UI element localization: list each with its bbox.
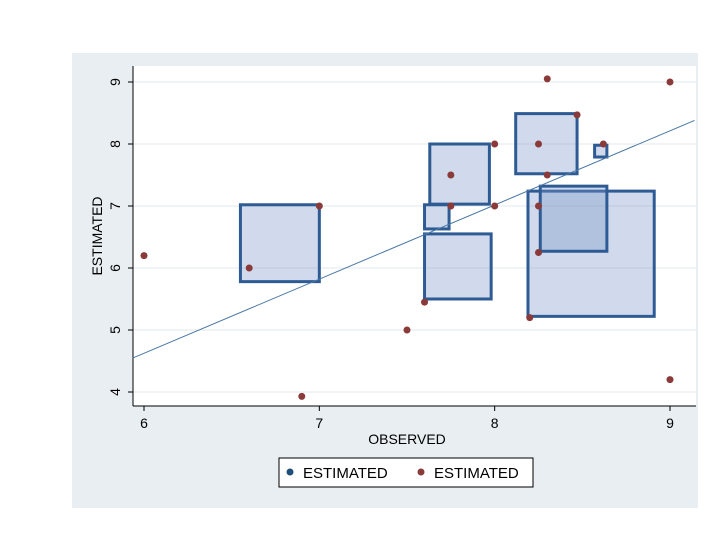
data-point [491, 202, 499, 210]
data-point [666, 78, 674, 86]
data-points [140, 75, 674, 400]
data-point [298, 392, 306, 400]
data-point [535, 202, 542, 210]
fit-line-path [132, 119, 695, 359]
data-point [245, 264, 253, 272]
legend-label-2: ESTIMATED [434, 465, 519, 482]
y-tick-label: 5 [107, 326, 123, 334]
data-point [491, 140, 499, 148]
box [238, 203, 321, 284]
data-point [421, 298, 429, 306]
x-tick-label: 6 [140, 415, 148, 431]
legend-label-1: ESTIMATED [303, 465, 388, 482]
y-tick-label: 4 [107, 388, 123, 396]
data-point [599, 140, 607, 148]
data-point [573, 111, 581, 119]
box [423, 232, 493, 301]
plot-area [133, 66, 696, 406]
data-point [447, 171, 455, 179]
legend: ESTIMATED ESTIMATED [278, 457, 534, 488]
data-point [535, 249, 542, 256]
y-tick-label: 6 [107, 264, 123, 272]
x-tick-label: 8 [491, 415, 499, 431]
data-point [535, 140, 542, 148]
x-tick-label: 7 [315, 415, 323, 431]
data-point [526, 314, 534, 322]
grid-lines [133, 81, 696, 393]
data-point [543, 171, 551, 179]
tick-labels: 4 5 6 7 8 9 6 7 8 9 [107, 78, 674, 431]
legend-marker-2 [417, 468, 425, 476]
x-tick-label: 9 [666, 415, 674, 431]
y-tick-label: 7 [107, 202, 123, 210]
box [538, 184, 609, 253]
x-axis-label: OBSERVED [368, 431, 446, 447]
legend-box [278, 457, 534, 488]
y-tick-label: 9 [107, 78, 123, 86]
box [514, 112, 579, 176]
data-point [140, 252, 148, 260]
legend-marker-1 [286, 468, 294, 476]
data-point [315, 202, 323, 210]
axes [132, 66, 696, 407]
boxes [238, 112, 656, 318]
data-point [447, 202, 455, 210]
data-point [666, 376, 674, 384]
fit-line [132, 119, 695, 359]
y-axis-label: ESTIMATED [89, 196, 105, 275]
y-tick-label: 8 [107, 140, 123, 148]
box [526, 189, 656, 318]
data-point [543, 75, 551, 83]
data-point [403, 326, 411, 334]
box [428, 142, 491, 206]
